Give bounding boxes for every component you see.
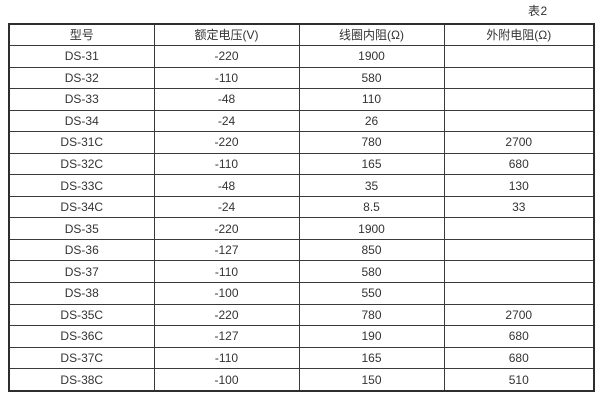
value-cell: -48 xyxy=(153,174,300,197)
value-cell: -220 xyxy=(153,217,300,240)
value-cell xyxy=(443,45,595,68)
value-cell xyxy=(443,66,595,90)
table-row: DS-37 -110 580 xyxy=(8,260,595,284)
value-cell xyxy=(443,88,595,111)
value-cell: 850 xyxy=(298,238,445,262)
value-cell: 580 xyxy=(298,260,445,284)
table-row: DS-35C -220 780 2700 xyxy=(8,303,595,327)
value-cell: 550 xyxy=(298,282,445,305)
model-cell: DS-31 xyxy=(8,45,155,68)
value-cell: 26 xyxy=(298,109,445,133)
value-cell: 165 xyxy=(298,346,445,370)
table-row: DS-38 -100 550 xyxy=(8,282,595,305)
column-header: 线圈内阻(Ω) xyxy=(298,23,445,46)
model-cell: DS-35C xyxy=(8,303,155,327)
value-cell: 2700 xyxy=(443,131,595,154)
value-cell: -48 xyxy=(153,88,300,111)
model-cell: DS-32C xyxy=(8,152,155,176)
model-cell: DS-33 xyxy=(8,88,155,111)
table-body: DS-31 -220 1900 DS-32 -110 580 DS-33 -48 110 DS-3… xyxy=(8,45,595,392)
table-row: DS-34 -24 26 xyxy=(8,109,595,133)
value-cell: 1900 xyxy=(298,45,445,68)
model-cell: DS-32 xyxy=(8,66,155,90)
table-row: DS-35 -220 1900 xyxy=(8,217,595,240)
value-cell: 33 xyxy=(443,195,595,219)
value-cell: 580 xyxy=(298,66,445,90)
value-cell: -100 xyxy=(153,282,300,305)
table-row: DS-33C -48 35 130 xyxy=(8,174,595,197)
value-cell: 680 xyxy=(443,325,595,348)
table-row: DS-32C -110 165 680 xyxy=(8,152,595,176)
table-row: DS-32 -110 580 xyxy=(8,66,595,90)
value-cell: 780 xyxy=(298,303,445,327)
value-cell: -110 xyxy=(153,152,300,176)
header-row: 型号 额定电压(V) 线圈内阻(Ω) 外附电阻(Ω) xyxy=(8,23,595,46)
value-cell: -110 xyxy=(153,260,300,284)
table-row: DS-34C -24 8.5 33 xyxy=(8,195,595,219)
value-cell: 150 xyxy=(298,368,445,392)
value-cell: -127 xyxy=(153,325,300,348)
spec-table: 型号 额定电压(V) 线圈内阻(Ω) 外附电阻(Ω) DS-31 -220 1900 DS-… xyxy=(8,23,595,392)
table-row: DS-38C -100 150 510 xyxy=(8,368,595,392)
value-cell xyxy=(443,260,595,284)
value-cell: 510 xyxy=(443,368,595,392)
value-cell: -220 xyxy=(153,303,300,327)
value-cell: 130 xyxy=(443,174,595,197)
table-row: DS-31 -220 1900 xyxy=(8,45,595,68)
column-header: 额定电压(V) xyxy=(153,23,300,46)
model-cell: DS-37 xyxy=(8,260,155,284)
value-cell: 2700 xyxy=(443,303,595,327)
column-header: 型号 xyxy=(8,23,155,46)
value-cell: -220 xyxy=(153,45,300,68)
value-cell: -110 xyxy=(153,346,300,370)
value-cell: 110 xyxy=(298,88,445,111)
value-cell: -100 xyxy=(153,368,300,392)
value-cell xyxy=(443,109,595,133)
model-cell: DS-35 xyxy=(8,217,155,240)
value-cell: 165 xyxy=(298,152,445,176)
table-row: DS-36 -127 850 xyxy=(8,238,595,262)
model-cell: DS-38C xyxy=(8,368,155,392)
value-cell: -110 xyxy=(153,66,300,90)
value-cell: 8.5 xyxy=(298,195,445,219)
value-cell: 1900 xyxy=(298,217,445,240)
model-cell: DS-34C xyxy=(8,195,155,219)
value-cell: 680 xyxy=(443,346,595,370)
model-cell: DS-38 xyxy=(8,282,155,305)
value-cell xyxy=(443,238,595,262)
value-cell: -24 xyxy=(153,109,300,133)
value-cell xyxy=(443,217,595,240)
value-cell xyxy=(443,282,595,305)
table-caption: 表2 xyxy=(528,4,548,18)
value-cell: -220 xyxy=(153,131,300,154)
model-cell: DS-34 xyxy=(8,109,155,133)
model-cell: DS-37C xyxy=(8,346,155,370)
model-cell: DS-33C xyxy=(8,174,155,197)
value-cell: 780 xyxy=(298,131,445,154)
model-cell: DS-36C xyxy=(8,325,155,348)
model-cell: DS-36 xyxy=(8,238,155,262)
model-cell: DS-31C xyxy=(8,131,155,154)
value-cell: 190 xyxy=(298,325,445,348)
value-cell: -24 xyxy=(153,195,300,219)
column-header: 外附电阻(Ω) xyxy=(443,23,595,46)
table-row: DS-36C -127 190 680 xyxy=(8,325,595,348)
value-cell: 35 xyxy=(298,174,445,197)
value-cell: -127 xyxy=(153,238,300,262)
table-row: DS-31C -220 780 2700 xyxy=(8,131,595,154)
value-cell: 680 xyxy=(443,152,595,176)
table-row: DS-37C -110 165 680 xyxy=(8,346,595,370)
table-row: DS-33 -48 110 xyxy=(8,88,595,111)
